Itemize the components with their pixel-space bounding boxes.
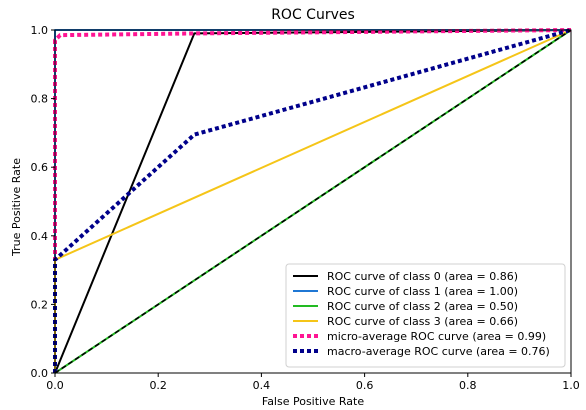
- legend: ROC curve of class 0 (area = 0.86) ROC cu…: [285, 263, 566, 368]
- x-tick-label: 1.0: [562, 379, 580, 392]
- legend-label-3: ROC curve of class 2 (area = 0.50): [327, 300, 518, 313]
- y-tick-label: 0.8: [31, 93, 49, 106]
- plot-frame: [54, 29, 572, 374]
- axes-layer: [54, 29, 572, 374]
- ticks-layer: 0.0 0.2 0.4 0.6 0.8 1.0 0.0 0.2 0.4 0.6 0.8 1.0: [31, 24, 580, 392]
- y-tick-label: 0.4: [31, 230, 49, 243]
- chart-title: ROC Curves: [271, 7, 355, 23]
- y-axis-label: True Positive Rate: [10, 158, 23, 257]
- series-line-1: [54, 29, 572, 374]
- legend-label-6: macro-average ROC curve (area = 0.76): [327, 345, 550, 358]
- x-tick-label: 0.8: [459, 379, 477, 392]
- reference-diagonal-line: [54, 29, 572, 374]
- legend-label-5: micro-average ROC curve (area = 0.99): [327, 330, 546, 343]
- y-tick-label: 0.6: [31, 161, 49, 174]
- legend-label-4: ROC curve of class 3 (area = 0.66): [327, 315, 518, 328]
- legend-label-1: ROC curve of class 0 (area = 0.86): [327, 270, 518, 283]
- legend-box: [285, 263, 566, 368]
- x-axis-label: False Positive Rate: [262, 395, 364, 408]
- x-tick-label: 0.0: [46, 379, 64, 392]
- x-tick-label: 0.2: [149, 379, 167, 392]
- y-tick-label: 0.2: [31, 298, 49, 311]
- x-tick-label: 0.6: [356, 379, 374, 392]
- x-tick-label: 0.4: [253, 379, 271, 392]
- series-line-5: [53, 28, 572, 373]
- y-tick-label: 0.0: [31, 367, 49, 380]
- legend-label-2: ROC curve of class 1 (area = 1.00): [327, 285, 518, 298]
- y-tick-label: 1.0: [31, 24, 49, 37]
